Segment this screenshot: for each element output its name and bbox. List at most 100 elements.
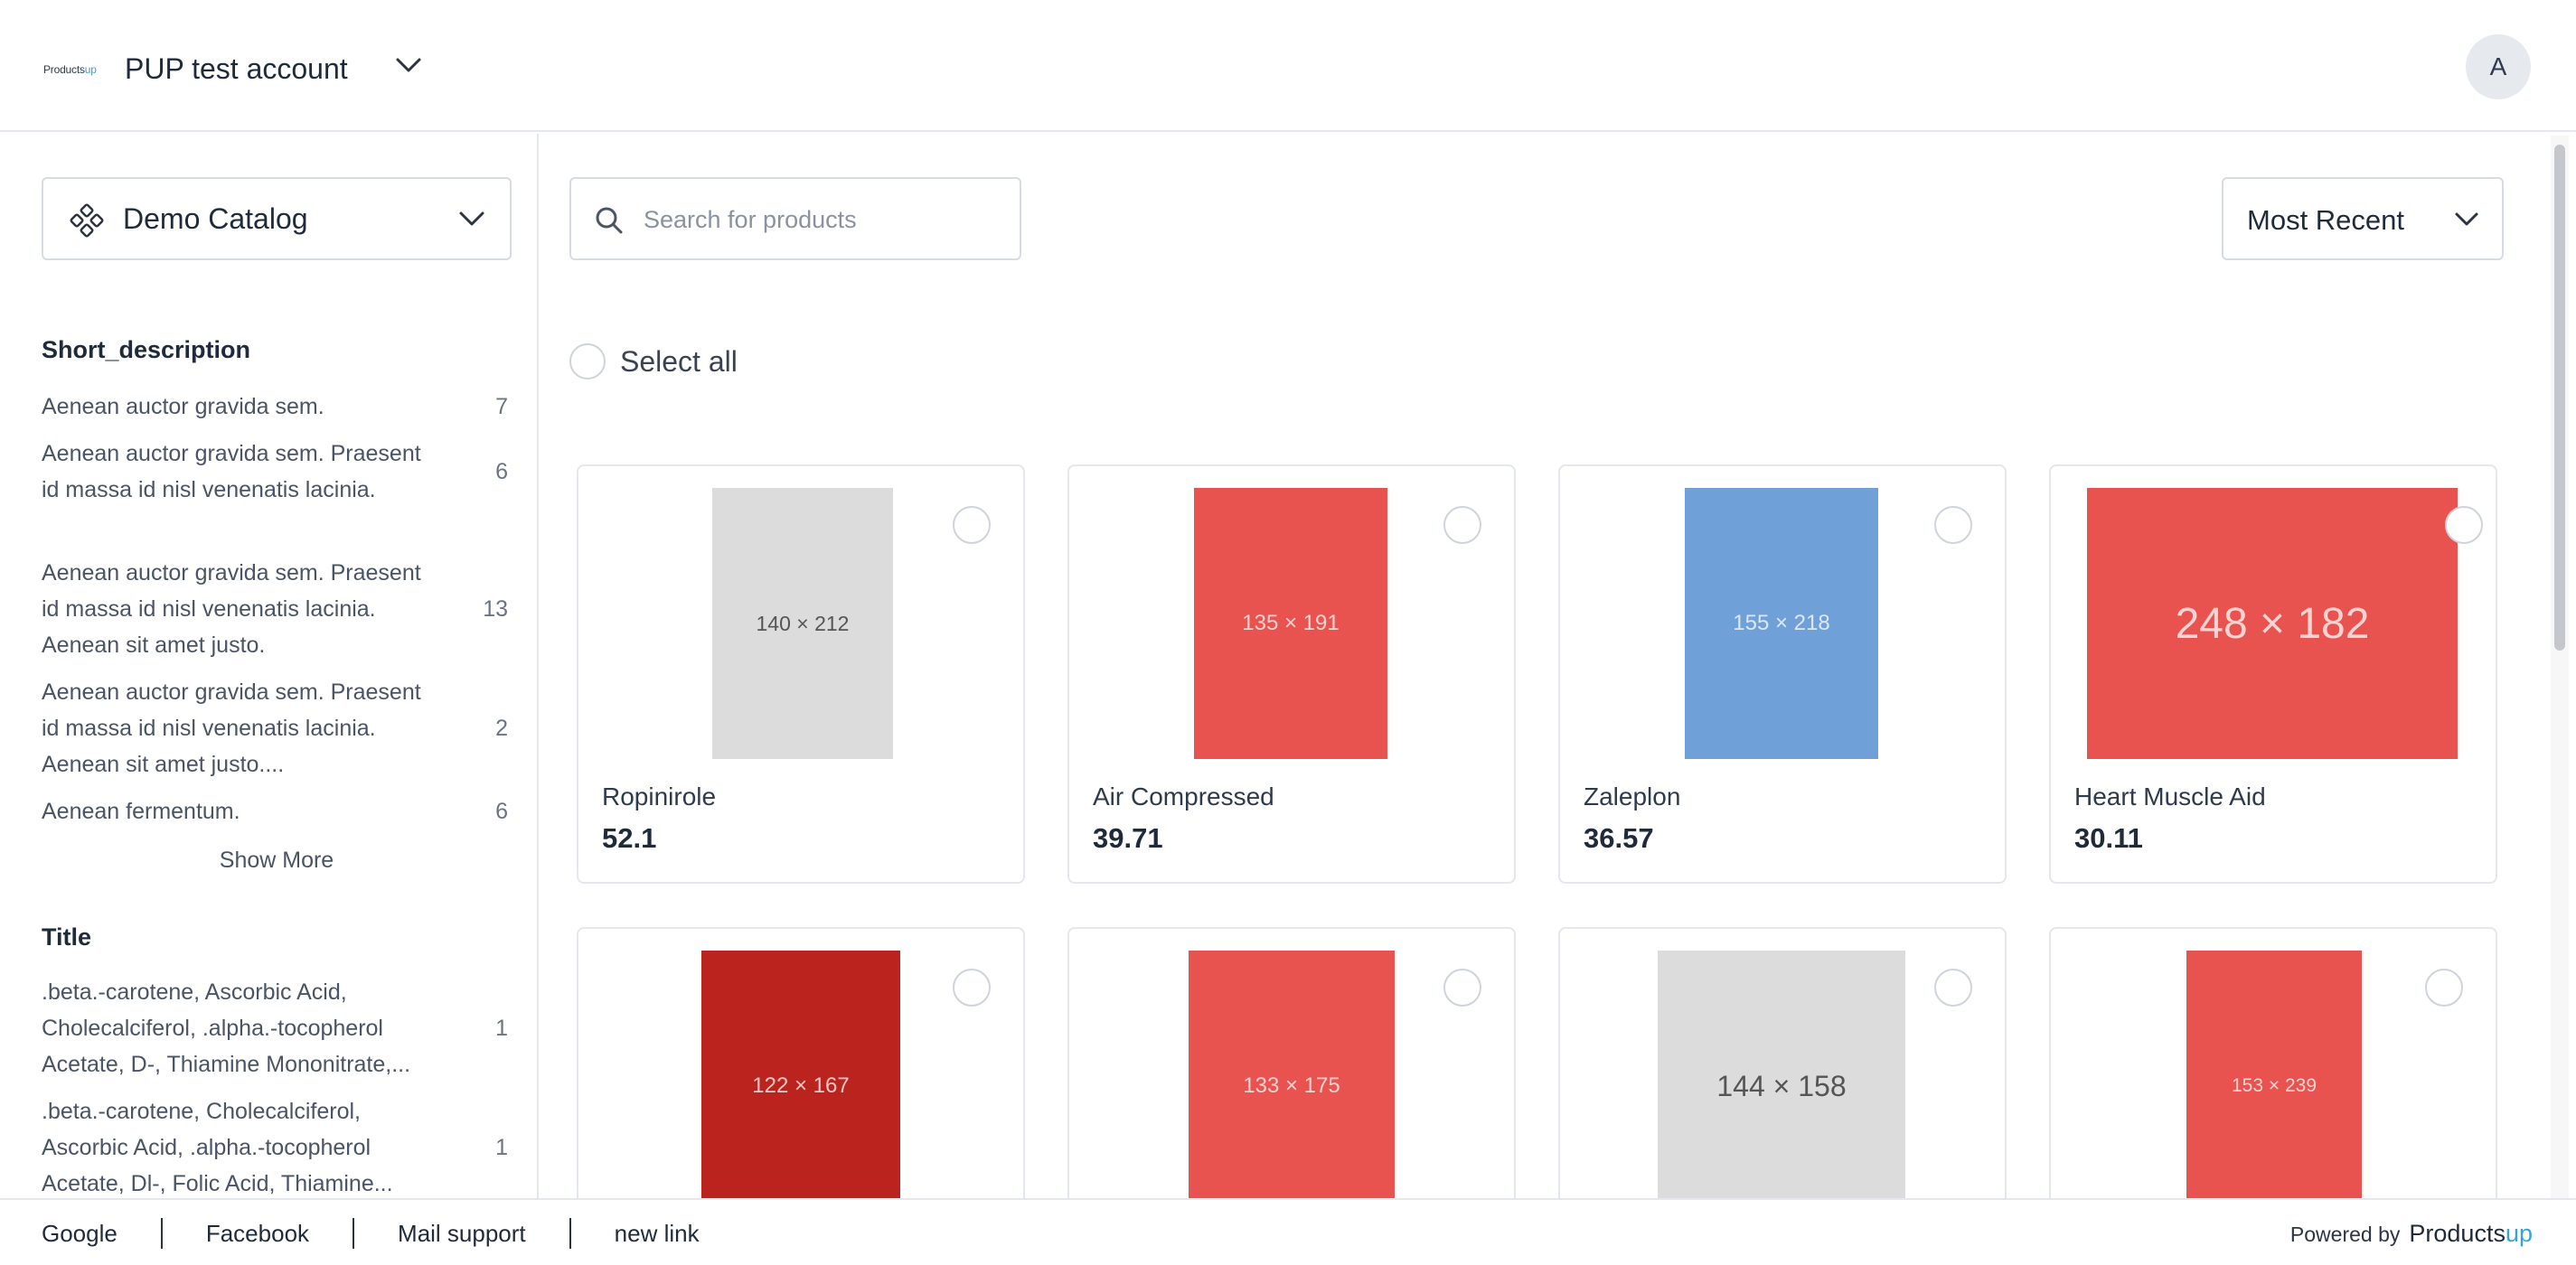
- facet-item-count: 1: [495, 1134, 508, 1160]
- facet-item-count: 13: [483, 595, 508, 622]
- catalog-label: Demo Catalog: [123, 202, 308, 235]
- product-image: 153 × 239: [2186, 951, 2362, 1198]
- product-price: 52.1: [602, 822, 657, 854]
- image-size-label: 144 × 158: [1716, 1069, 1847, 1102]
- product-name: Ropinirole: [602, 782, 717, 811]
- search-icon: [596, 207, 623, 234]
- product-image: 144 × 158: [1658, 951, 1905, 1198]
- facet-item-count: 2: [495, 715, 508, 741]
- select-all-label: Select all: [620, 344, 738, 378]
- footer-divider: [353, 1218, 355, 1249]
- footer-link-facebook[interactable]: Facebook: [205, 1219, 310, 1247]
- sort-label: Most Recent: [2247, 204, 2405, 236]
- footer-link-mail-support[interactable]: Mail support: [398, 1219, 526, 1247]
- facet-item-count: 6: [495, 798, 508, 824]
- avatar[interactable]: A: [2466, 34, 2531, 99]
- productsup-brand-logo: Productsup: [2409, 1220, 2533, 1248]
- image-size-label: 155 × 218: [1733, 611, 1830, 635]
- powered-by: Powered by Productsup: [2290, 1220, 2533, 1248]
- logo-text: Products: [43, 63, 85, 76]
- product-price: 39.71: [1093, 822, 1163, 854]
- powered-by-label: Powered by: [2289, 1223, 2401, 1246]
- footer-link-google[interactable]: Google: [42, 1219, 118, 1247]
- product-select-radio[interactable]: [1934, 969, 1972, 1007]
- facet-item[interactable]: Aenean auctor gravida sem. 7: [42, 389, 512, 425]
- product-select-radio[interactable]: [953, 506, 991, 544]
- product-name: Zaleplon: [1584, 782, 1681, 811]
- image-size-label: 133 × 175: [1243, 1073, 1340, 1098]
- product-select-radio[interactable]: [2445, 506, 2483, 544]
- product-price: 36.57: [1584, 822, 1654, 854]
- product-image: 133 × 175: [1189, 951, 1395, 1198]
- product-image: 155 × 218: [1685, 488, 1878, 759]
- product-image: 135 × 191: [1194, 488, 1387, 759]
- catalog-icon: [70, 203, 104, 238]
- product-card[interactable]: 155 × 218 Zaleplon 36.57: [1558, 464, 2007, 884]
- product-select-radio[interactable]: [1934, 506, 1972, 544]
- facet-item-count: 7: [495, 393, 508, 419]
- image-size-label: 135 × 191: [1242, 611, 1340, 635]
- product-select-radio[interactable]: [953, 969, 991, 1007]
- product-name: Air Compressed: [1093, 782, 1274, 811]
- product-select-radio[interactable]: [2425, 969, 2463, 1007]
- select-all[interactable]: Select all: [569, 343, 738, 380]
- image-size-label: 153 × 239: [2231, 1075, 2317, 1096]
- product-card[interactable]: 153 × 239: [2049, 927, 2497, 1198]
- show-more-button[interactable]: Show More: [219, 848, 334, 873]
- product-card[interactable]: 248 × 182 Heart Muscle Aid 30.11: [2049, 464, 2497, 884]
- facet-item[interactable]: Aenean auctor gravida sem. Praesent id m…: [42, 436, 512, 508]
- facet-item-label: Aenean auctor gravida sem. Praesent id m…: [42, 441, 421, 502]
- app-header: Productsup PUP test account A: [0, 0, 2576, 132]
- product-card[interactable]: 144 × 158: [1558, 927, 2007, 1198]
- product-name: Heart Muscle Aid: [2074, 782, 2266, 811]
- product-search[interactable]: [569, 177, 1021, 260]
- facet-title-short-description: Short_description: [42, 336, 251, 363]
- facet-item-label: Aenean fermentum.: [42, 799, 240, 824]
- footer-divider: [569, 1218, 571, 1249]
- product-card[interactable]: 140 × 212 Ropinirole 52.1: [577, 464, 1025, 884]
- filter-sidebar: Demo Catalog Short_description Aenean au…: [0, 134, 539, 1198]
- scrollbar[interactable]: [2551, 136, 2569, 1198]
- facet-title-title: Title: [42, 923, 92, 951]
- facet-item-label: Aenean auctor gravida sem.: [42, 394, 324, 419]
- facet-item[interactable]: Aenean auctor gravida sem. Praesent id m…: [42, 555, 512, 663]
- image-size-label: 140 × 212: [756, 611, 850, 635]
- product-select-radio[interactable]: [1443, 506, 1481, 544]
- logo-accent: up: [84, 63, 97, 76]
- facet-item[interactable]: Aenean fermentum. 6: [42, 793, 512, 829]
- facet-item[interactable]: .beta.-carotene, Ascorbic Acid, Cholecal…: [42, 974, 512, 1082]
- select-all-radio[interactable]: [569, 343, 606, 380]
- facet-item[interactable]: .beta.-carotene, Cholecalciferol, Ascorb…: [42, 1093, 512, 1198]
- chevron-down-icon: [2455, 212, 2478, 226]
- chevron-down-icon: [459, 211, 484, 226]
- footer-link-new-link[interactable]: new link: [614, 1219, 700, 1247]
- facet-item-label: Aenean auctor gravida sem. Praesent id m…: [42, 560, 421, 658]
- catalog-select[interactable]: Demo Catalog: [42, 177, 512, 260]
- footer-links: Google Facebook Mail support new link: [42, 1218, 700, 1249]
- facet-item-label: .beta.-carotene, Cholecalciferol, Ascorb…: [42, 1099, 393, 1196]
- brand-text: Products: [2409, 1220, 2505, 1247]
- image-size-label: 122 × 167: [752, 1073, 850, 1098]
- chevron-down-icon[interactable]: [394, 54, 423, 76]
- search-input[interactable]: [644, 199, 1005, 240]
- product-image: 248 × 182: [2087, 488, 2458, 759]
- productsup-logo[interactable]: Productsup: [43, 63, 97, 76]
- facet-item-count: 6: [495, 458, 508, 484]
- product-image: 122 × 167: [701, 951, 900, 1198]
- app-footer: Google Facebook Mail support new link Po…: [0, 1198, 2576, 1265]
- brand-accent: up: [2505, 1220, 2533, 1247]
- account-name[interactable]: PUP test account: [125, 52, 348, 85]
- facet-item-count: 1: [495, 1015, 508, 1041]
- facet-item-label: .beta.-carotene, Ascorbic Acid, Cholecal…: [42, 979, 411, 1077]
- facet-item[interactable]: Aenean auctor gravida sem. Praesent id m…: [42, 674, 512, 782]
- product-card[interactable]: 122 × 167: [577, 927, 1025, 1198]
- facet-item-label: Aenean auctor gravida sem. Praesent id m…: [42, 679, 421, 777]
- scrollbar-thumb[interactable]: [2554, 145, 2565, 651]
- product-card[interactable]: 135 × 191 Air Compressed 39.71: [1067, 464, 1516, 884]
- product-price: 30.11: [2074, 822, 2143, 854]
- image-size-label: 248 × 182: [2175, 599, 2370, 648]
- product-card[interactable]: 133 × 175: [1067, 927, 1516, 1198]
- product-image: 140 × 212: [712, 488, 893, 759]
- product-select-radio[interactable]: [1443, 969, 1481, 1007]
- sort-select[interactable]: Most Recent: [2222, 177, 2504, 260]
